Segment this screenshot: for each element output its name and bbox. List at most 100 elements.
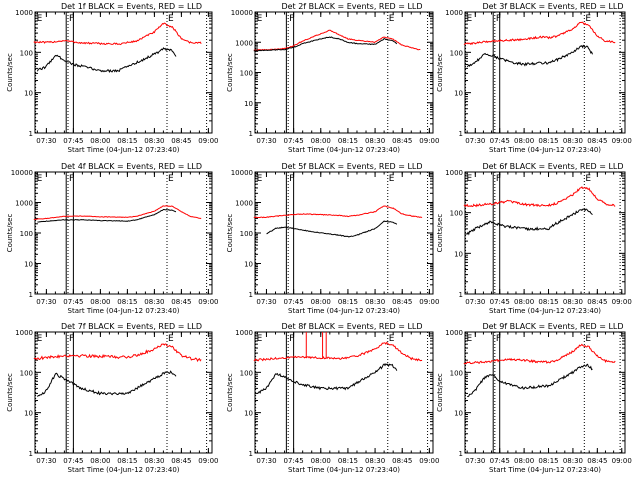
y-tick-label: 10 [24, 90, 33, 98]
x-axis-label: Start Time (04-Jun-12 07:23:40) [288, 307, 400, 315]
time-marker-label: F [289, 334, 294, 344]
y-tick-label: 1 [459, 291, 463, 299]
time-marker-label: E [257, 14, 263, 24]
x-tick-label: 07:45 [490, 298, 510, 306]
x-axis-label: Start Time (04-Jun-12 07:23:40) [489, 466, 601, 474]
x-tick-label: 08:45 [392, 457, 412, 465]
panel-1: Det 1f BLACK = Events, RED = LLD 1 10 100 10… [6, 2, 218, 154]
x-tick-label: 08:15 [538, 457, 558, 465]
series-events [36, 47, 177, 74]
y-tick-label: 10 [454, 90, 463, 98]
x-tick-label: 07:30 [256, 457, 276, 465]
x-axis-label: Start Time (04-Jun-12 07:23:40) [489, 146, 601, 154]
y-axis-label: Counts/sec [226, 53, 234, 92]
x-tick-label: 08:30 [144, 298, 164, 306]
y-tick-label: 10 [24, 410, 33, 418]
x-tick-label: 08:00 [90, 457, 110, 465]
x-tick-label: 07:30 [256, 137, 276, 145]
series-events [266, 220, 398, 238]
y-axis-label: Counts/sec [226, 373, 234, 412]
panel-4: Det 4f BLACK = Events, RED = LLD 1 10 100 10… [6, 162, 218, 315]
x-tick-label: 08:15 [538, 298, 558, 306]
y-tick-label: 10000 [231, 169, 253, 177]
y-tick-label: 10 [454, 250, 463, 258]
x-tick-label: 08:15 [117, 457, 137, 465]
series-llt [253, 205, 423, 219]
time-marker-label: F [496, 14, 501, 24]
series-llt [33, 343, 202, 363]
time-marker-label: E [37, 174, 43, 184]
series-llt [463, 343, 616, 365]
x-tick-label: 08:00 [311, 137, 331, 145]
time-marker-label: F [289, 174, 294, 184]
x-tick-label: 08:30 [365, 457, 385, 465]
x-tick-label: 07:30 [36, 137, 56, 145]
x-tick-label: 09:00 [612, 137, 632, 145]
y-tick-label: 1 [29, 130, 33, 138]
y-axis-label: Counts/sec [226, 214, 234, 253]
time-marker-label: E [585, 14, 591, 24]
x-tick-label: 08:15 [338, 137, 358, 145]
x-tick-label: 08:45 [171, 137, 191, 145]
time-marker-label: F [289, 14, 294, 24]
panel-8: Det 8f BLACK = Events, RED = LLD 1 10 100 10… [226, 322, 439, 474]
y-tick-label: 100 [20, 49, 33, 57]
plot-frame [464, 331, 626, 454]
plot-frame [254, 331, 434, 454]
x-tick-label: 07:30 [465, 298, 485, 306]
x-tick-label: 08:30 [563, 137, 583, 145]
x-tick-label: 08:15 [117, 137, 137, 145]
x-tick-label: 09:00 [419, 137, 439, 145]
y-tick-label: 1000 [15, 9, 33, 17]
x-tick-label: 09:00 [419, 298, 439, 306]
panel-5: Det 5f BLACK = Events, RED = LLD 1 10 100 10… [226, 162, 439, 315]
x-tick-label: 08:00 [311, 298, 331, 306]
time-marker-label: E [467, 174, 473, 184]
time-marker-label: F [496, 334, 501, 344]
plot-frame [254, 171, 434, 295]
x-tick-label: 09:00 [612, 298, 632, 306]
time-marker-label: F [69, 14, 74, 24]
x-tick-label: 08:00 [514, 137, 534, 145]
y-tick-label: 1000 [445, 329, 463, 337]
x-tick-label: 09:00 [419, 457, 439, 465]
y-axis-label: Counts/sec [6, 53, 14, 92]
y-tick-label: 1 [249, 291, 253, 299]
time-marker-label: E [467, 334, 473, 344]
y-tick-label: 1 [459, 130, 463, 138]
x-tick-label: 07:45 [63, 457, 83, 465]
x-tick-label: 08:30 [365, 137, 385, 145]
time-marker-label: E [37, 334, 43, 344]
plot-frame [464, 171, 626, 295]
series-events [257, 363, 398, 394]
x-tick-label: 08:00 [514, 298, 534, 306]
time-marker-label: E [585, 174, 591, 184]
panel-title: Det 6f BLACK = Events, RED = LLD [482, 162, 623, 171]
plot-frame [464, 11, 626, 134]
x-tick-label: 08:15 [117, 298, 137, 306]
panel-title: Det 8f BLACK = Events, RED = LLD [281, 322, 422, 331]
y-axis-label: Counts/sec [6, 373, 14, 412]
x-tick-label: 07:30 [36, 298, 56, 306]
x-tick-label: 07:45 [490, 457, 510, 465]
time-marker-label: E [257, 174, 263, 184]
time-marker-label: F [69, 174, 74, 184]
x-tick-label: 08:15 [338, 457, 358, 465]
x-tick-label: 08:15 [338, 298, 358, 306]
y-tick-label: 10 [454, 410, 463, 418]
y-tick-label: 1 [459, 450, 463, 458]
time-marker-label: E [389, 14, 395, 24]
panel-7: Det 7f BLACK = Events, RED = LLD 1 10 100 10… [6, 322, 218, 474]
y-tick-label: 1000 [235, 200, 253, 208]
y-tick-label: 1000 [15, 329, 33, 337]
x-tick-label: 09:00 [198, 298, 218, 306]
time-marker-label: E [467, 14, 473, 24]
y-tick-label: 1 [249, 130, 253, 138]
series-events [37, 209, 177, 223]
x-tick-label: 08:45 [587, 137, 607, 145]
y-tick-label: 100 [450, 369, 463, 377]
x-tick-label: 08:30 [144, 457, 164, 465]
x-tick-label: 07:45 [490, 137, 510, 145]
y-tick-label: 1 [29, 450, 33, 458]
x-tick-label: 07:30 [465, 137, 485, 145]
